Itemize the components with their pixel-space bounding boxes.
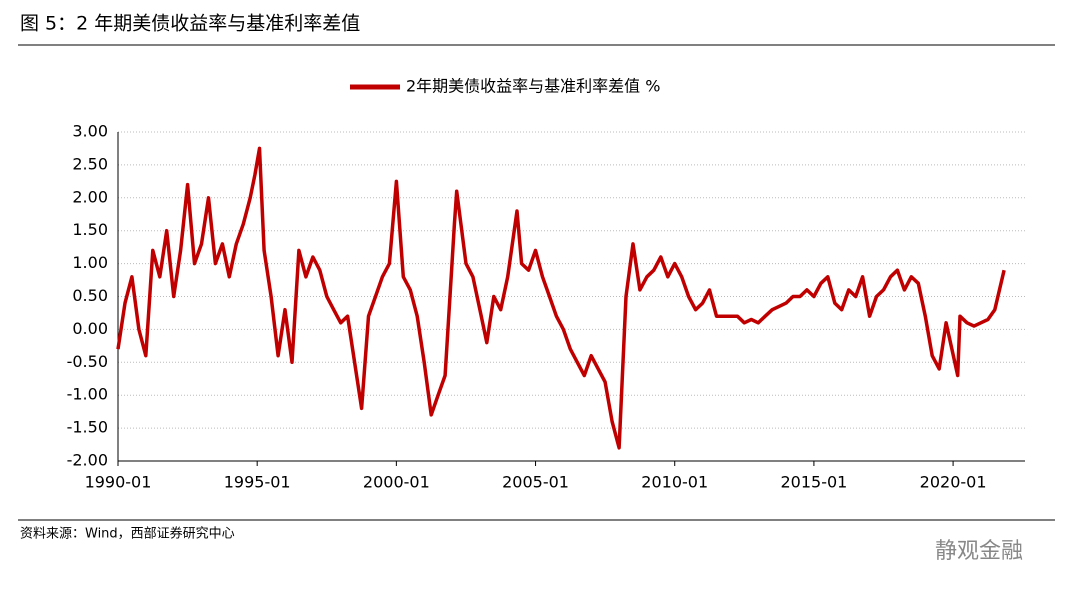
chart-title: 图 5：2 年期美债收益率与基准利率差值	[20, 13, 360, 35]
watermark: 静观金融	[935, 539, 1023, 564]
x-tick-label: 2005-01	[502, 473, 569, 492]
series-line	[116, 146, 1006, 450]
y-tick-label: 2.00	[72, 187, 108, 206]
x-tick-label: 1990-01	[85, 473, 152, 492]
y-tick-label: -1.00	[67, 385, 108, 404]
x-tick-label: 2015-01	[780, 473, 847, 492]
x-tick-label: 2020-01	[920, 473, 987, 492]
y-tick-label: 2.50	[72, 154, 108, 173]
legend-label: 2年期美债收益率与基准利率差值 %	[406, 77, 660, 96]
x-tick-label: 1995-01	[224, 473, 291, 492]
y-tick-label: 3.00	[72, 122, 108, 141]
y-tick-label: 0.00	[72, 319, 108, 338]
y-tick-label: 1.50	[72, 220, 108, 239]
y-tick-label: 0.50	[72, 286, 108, 305]
x-tick-label: 2010-01	[641, 473, 708, 492]
x-tick-label: 2000-01	[363, 473, 430, 492]
source: 资料来源：Wind，西部证券研究中心	[20, 526, 235, 542]
y-tick-label: -2.00	[67, 451, 108, 470]
y-tick-label: -1.50	[67, 418, 108, 437]
y-tick-label: -0.50	[67, 352, 108, 371]
y-tick-label: 1.00	[72, 253, 108, 272]
